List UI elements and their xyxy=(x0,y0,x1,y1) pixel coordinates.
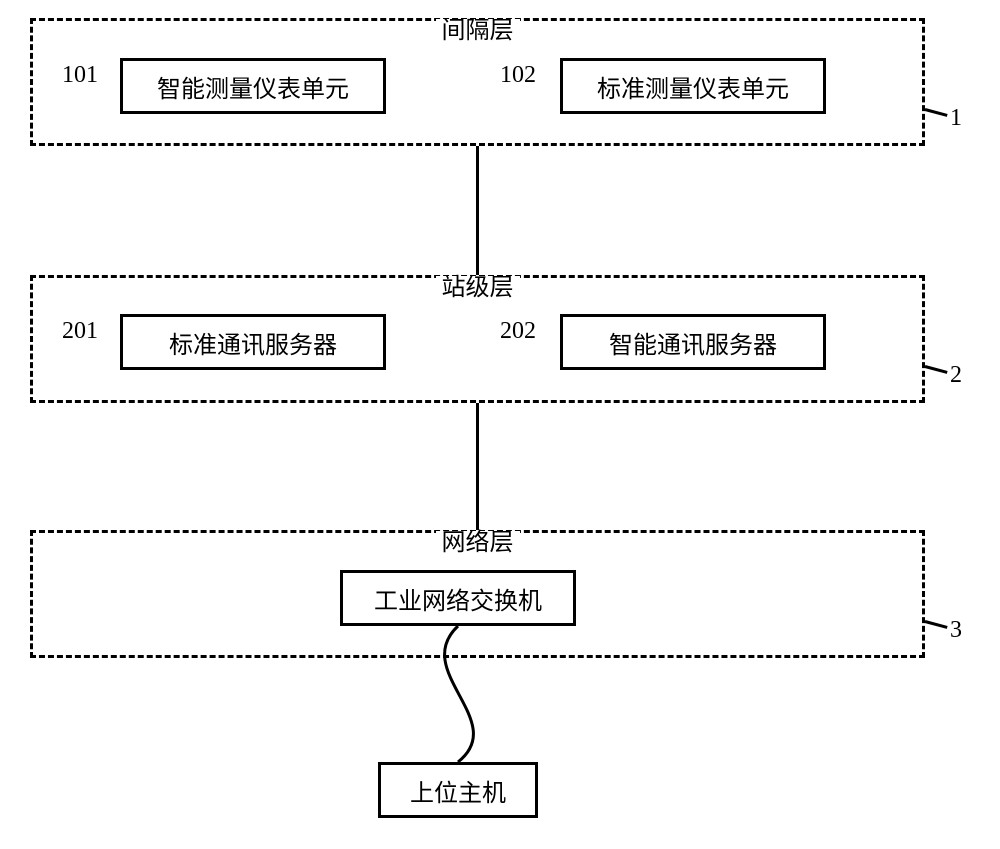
node-label: 智能测量仪表单元 xyxy=(157,69,349,104)
node-industrial-switch: 工业网络交换机 xyxy=(340,570,576,626)
connector-layer2-layer3 xyxy=(476,403,479,530)
layer-network-title: 网络层 xyxy=(436,531,520,555)
node-label: 标准通讯服务器 xyxy=(169,325,337,360)
node-smart-comm-server: 智能通讯服务器 xyxy=(560,314,826,370)
node-label: 智能通讯服务器 xyxy=(609,325,777,360)
layer-interval-title: 间隔层 xyxy=(436,19,520,43)
ref-2: 2 xyxy=(950,362,962,389)
lead-line-2 xyxy=(925,365,948,374)
lead-line-3 xyxy=(925,620,948,629)
node-label: 工业网络交换机 xyxy=(374,581,542,616)
ref-101: 101 xyxy=(62,62,98,89)
node-standard-comm-server: 标准通讯服务器 xyxy=(120,314,386,370)
connector-layer1-layer2 xyxy=(476,146,479,275)
ref-1: 1 xyxy=(950,105,962,132)
ref-3: 3 xyxy=(950,617,962,644)
lead-line-1 xyxy=(925,108,948,117)
connector-switch-host xyxy=(400,626,530,762)
node-upper-host: 上位主机 xyxy=(378,762,538,818)
ref-102: 102 xyxy=(500,62,536,89)
ref-202: 202 xyxy=(500,318,536,345)
layer-station-title: 站级层 xyxy=(436,276,520,300)
node-label: 上位主机 xyxy=(410,773,506,808)
node-smart-measuring-unit: 智能测量仪表单元 xyxy=(120,58,386,114)
ref-201: 201 xyxy=(62,318,98,345)
node-label: 标准测量仪表单元 xyxy=(597,69,789,104)
node-standard-measuring-unit: 标准测量仪表单元 xyxy=(560,58,826,114)
system-architecture-diagram: 间隔层 智能测量仪表单元 标准测量仪表单元 101 102 1 站级层 标准通讯… xyxy=(0,0,1000,849)
